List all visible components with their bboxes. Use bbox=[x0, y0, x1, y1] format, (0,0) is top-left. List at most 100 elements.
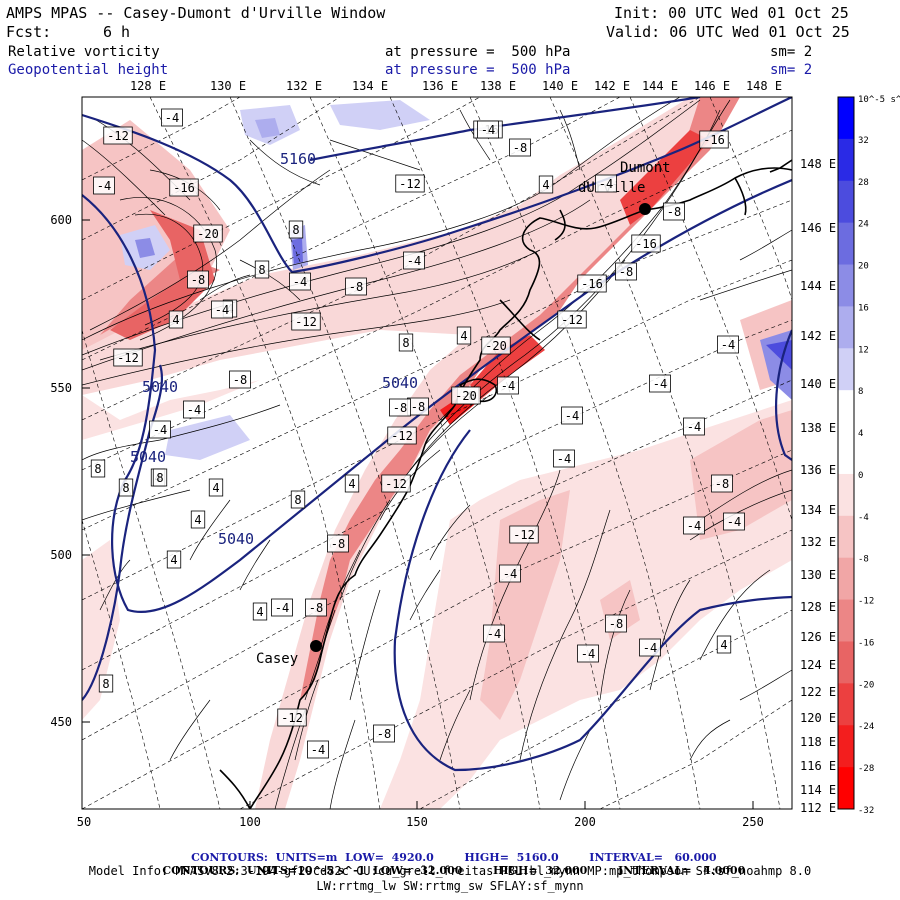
field2-level: at pressure = 500 hPa bbox=[385, 62, 571, 78]
top-lon-label: 136 E bbox=[422, 79, 458, 93]
vorticity-contour-label: -4 bbox=[687, 519, 701, 533]
vorticity-contour-label: 8 bbox=[122, 481, 129, 495]
right-lat-label: 138 E bbox=[800, 421, 836, 435]
top-lon-label: 148 E bbox=[746, 79, 782, 93]
height-contour-label: 5040 bbox=[130, 448, 166, 466]
forecast-label: Fcst: bbox=[6, 23, 52, 41]
vorticity-contour-label-box bbox=[291, 312, 321, 331]
forecast-hour: 6 h bbox=[103, 23, 131, 41]
vorticity-contour-label: -4 bbox=[407, 254, 421, 268]
casey-marker bbox=[310, 640, 322, 652]
vorticity-contour-label-box bbox=[103, 126, 133, 145]
vorticity-contour-label: -12 bbox=[561, 313, 583, 327]
vorticity-contour-label: -4 bbox=[557, 452, 571, 466]
vorticity-contour-label-box bbox=[277, 708, 307, 727]
left-axis-label: 450 bbox=[50, 715, 72, 729]
colorbar-swatch bbox=[838, 390, 854, 433]
vorticity-contour-label-box bbox=[483, 624, 505, 643]
vorticity-contour-label-box bbox=[553, 449, 575, 468]
vorticity-contour-label-box bbox=[93, 176, 115, 195]
colorbar-tick: 24 bbox=[858, 220, 869, 230]
vorticity-contour-label: -16 bbox=[635, 237, 657, 251]
top-lon-label: 130 E bbox=[210, 79, 246, 93]
vorticity-contour-label-box bbox=[398, 333, 414, 352]
colorbar-tick: -12 bbox=[858, 597, 874, 607]
vorticity-contour-label: -4 bbox=[653, 377, 667, 391]
top-lon-label: 140 E bbox=[542, 79, 578, 93]
vorticity-contour-label: 8 bbox=[258, 263, 265, 277]
right-lat-label: 114 E bbox=[800, 783, 836, 797]
right-lat-label: 136 E bbox=[800, 463, 836, 477]
right-lat-label: 124 E bbox=[800, 658, 836, 672]
vorticity-contour-label: -4 bbox=[727, 515, 741, 529]
vorticity-contour-label: 8 bbox=[102, 677, 109, 691]
vorticity-contour-label-box bbox=[166, 550, 182, 569]
place-dumont-line1: Dumont bbox=[620, 160, 671, 176]
vorticity-contour-label-box bbox=[538, 175, 554, 194]
left-axis-label: 600 bbox=[50, 213, 72, 227]
vorticity-contour-label-box bbox=[716, 635, 732, 654]
vorticity-contour-label-box bbox=[577, 274, 607, 293]
vorticity-contour-label-box bbox=[183, 400, 205, 419]
vorticity-contour-label: -20 bbox=[197, 227, 219, 241]
vorticity-contour-label-box bbox=[631, 234, 661, 253]
vorticity-contour-label: -8 bbox=[331, 537, 345, 551]
vorticity-contour-label: 4 bbox=[212, 481, 219, 495]
vorticity-contour-label: 8 bbox=[294, 493, 301, 507]
vorticity-contour-label: 8 bbox=[402, 336, 409, 350]
top-lon-label: 142 E bbox=[594, 79, 630, 93]
colorbar-tick: 20 bbox=[858, 262, 869, 272]
right-lat-label: 120 E bbox=[800, 711, 836, 725]
right-lat-label: 148 E bbox=[800, 157, 836, 171]
vorticity-contour-label-box bbox=[403, 251, 425, 270]
vorticity-contour-label-box bbox=[381, 474, 411, 493]
vorticity-contour-label: -4 bbox=[487, 627, 501, 641]
vorticity-contour-label: -20 bbox=[485, 339, 507, 353]
bottom-axis-label: 250 bbox=[742, 815, 764, 829]
vorticity-contour-label: -8 bbox=[667, 205, 681, 219]
vorticity-contour-label-box bbox=[711, 474, 733, 493]
colorbar-swatch bbox=[838, 138, 854, 182]
right-lat-label: 126 E bbox=[800, 630, 836, 644]
vorticity-contour-label: 4 bbox=[256, 605, 263, 619]
colorbar-tick: 28 bbox=[858, 178, 869, 188]
vorticity-contour-label-box bbox=[98, 674, 114, 693]
vorticity-contour-label: -8 bbox=[233, 373, 247, 387]
colorbar-swatch bbox=[838, 348, 854, 391]
vorticity-contour-label: 8 bbox=[94, 462, 101, 476]
vorticity-contour-label-box bbox=[161, 108, 183, 127]
right-lat-label: 134 E bbox=[800, 503, 836, 517]
vorticity-contour-label: -4 bbox=[481, 123, 495, 137]
height-contour-label: 5040 bbox=[382, 374, 418, 392]
vorticity-contour-label-box bbox=[208, 478, 224, 497]
vorticity-contour-label-box bbox=[699, 130, 729, 149]
footer-physics-info: LW:rrtmg_lw SW:rrtmg_sw SFLAY:sf_mynn bbox=[316, 879, 584, 893]
vorticity-contour-label: -8 bbox=[377, 727, 391, 741]
vorticity-contour-label: -8 bbox=[715, 477, 729, 491]
vorticity-contour-label-box bbox=[577, 644, 599, 663]
vorticity-contour-label: -4 bbox=[565, 409, 579, 423]
vorticity-contour-label: -8 bbox=[393, 401, 407, 415]
init-time: Init: 00 UTC Wed 01 Oct 25 bbox=[614, 4, 849, 22]
vorticity-contour-label-box bbox=[509, 138, 531, 157]
bottom-axis-label: 100 bbox=[239, 815, 261, 829]
dumont-durville-marker bbox=[639, 203, 651, 215]
vorticity-contour-label: -12 bbox=[117, 351, 139, 365]
colorbar-tick: -32 bbox=[858, 806, 874, 816]
colorbar-tick: 4 bbox=[858, 429, 863, 439]
colorbar-swatch bbox=[838, 97, 854, 140]
vorticity-contour-label-box bbox=[477, 120, 499, 139]
vorticity-contour-label-box bbox=[252, 602, 268, 621]
vorticity-contour-label-box bbox=[149, 420, 171, 439]
vorticity-contour-label-box bbox=[373, 724, 395, 743]
vorticity-contour-label: -16 bbox=[173, 181, 195, 195]
vorticity-contour-label-box bbox=[481, 336, 511, 355]
right-lat-label: 122 E bbox=[800, 685, 836, 699]
field1-name: Relative vorticity bbox=[8, 44, 160, 60]
field1-level: at pressure = 500 hPa bbox=[385, 44, 571, 60]
vorticity-contour-label: -4 bbox=[687, 420, 701, 434]
vorticity-contour-label-box bbox=[190, 510, 206, 529]
colorbar-swatch bbox=[838, 725, 854, 768]
vorticity-contour-label-box bbox=[683, 516, 705, 535]
